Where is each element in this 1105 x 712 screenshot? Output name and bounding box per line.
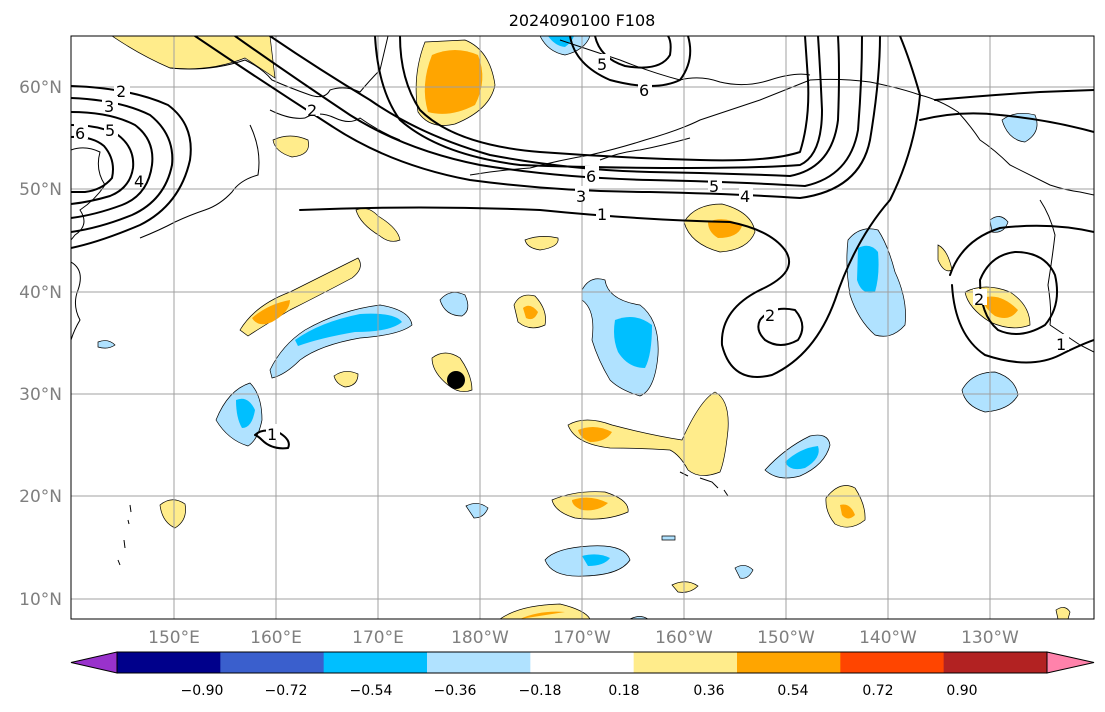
storm-marker-icon [447,371,465,389]
colorbar-tick-label: 0.36 [693,683,724,699]
colorbar-extend-high [1046,651,1095,674]
contour-label: 3 [104,97,114,116]
contour-label: 6 [639,81,649,100]
colorbar-tick-label: 0.54 [777,683,808,699]
contour-labels: 2 3 6 5 4 6 5 6 3 5 4 1 2 2 [74,54,1069,444]
lat-tick-label: 30°N [19,385,62,405]
contour-label: 4 [740,187,750,206]
lon-tick-label: 150°E [148,628,200,648]
colorbar-tick-label: −0.72 [265,683,308,699]
figure-title: 2024090100 F108 [509,11,656,30]
lon-tick-label: 130°W [961,628,1019,648]
colorbar-extend-low [70,651,118,674]
lon-tick-label: 140°W [859,628,917,648]
lon-tick-label: 160°W [655,628,713,648]
lon-tick-label: 180°W [451,628,509,648]
map-area: 2 3 6 5 4 6 5 6 3 5 4 1 2 2 [71,36,1094,619]
contour-label: 3 [576,187,586,206]
contour-label: 1 [1056,335,1066,354]
contour-label: 4 [134,172,144,191]
contour-label: 2 [116,82,126,101]
longitude-labels: 150°E 160°E 170°E 180°W 170°W 160°W 150°… [148,628,1019,648]
colorbar-tick-label: 0.72 [862,683,893,699]
colorbar-segment [530,652,635,673]
colorbar-tick-label: −0.90 [181,683,224,699]
colorbar-tick-label: 0.18 [608,683,639,699]
colorbar-frame [116,651,1048,674]
colorbar-segment [323,652,428,673]
colorbar: −0.90 −0.72 −0.54 −0.36 −0.18 0.18 0.36 … [70,651,1095,699]
map-frame [70,35,1095,620]
contour-label: 5 [709,177,719,196]
colorbar-tick-labels: −0.90 −0.72 −0.54 −0.36 −0.18 0.18 0.36 … [181,683,978,699]
contour-label: 5 [105,121,115,140]
contour-label: 2 [307,101,317,120]
lat-tick-label: 20°N [19,487,62,507]
contour-label: 2 [765,306,775,325]
colorbar-segment [840,652,945,673]
contour-label: 1 [597,205,607,224]
colorbar-tick-label: −0.54 [350,683,393,699]
lon-tick-label: 150°W [757,628,815,648]
lon-tick-label: 170°E [352,628,404,648]
colorbar-tick-label: 0.90 [946,683,977,699]
lon-tick-label: 170°W [553,628,611,648]
contour-label: 1 [267,425,277,444]
anomaly-shading [97,36,1071,619]
colorbar-segment [633,652,738,673]
colorbar-segment [427,652,531,673]
lat-tick-label: 40°N [19,283,62,303]
lat-tick-label: 10°N [19,590,62,610]
contour-label: 5 [597,55,607,74]
lon-tick-label: 160°E [250,628,302,648]
colorbar-segment [943,652,1048,673]
colorbar-segment [737,652,841,673]
colorbar-segment [220,652,325,673]
contour-label: 6 [586,167,596,186]
lat-tick-label: 60°N [19,78,62,98]
contour-label: 6 [75,124,85,143]
latitude-labels: 60°N 50°N 40°N 30°N 20°N 10°N [19,78,62,610]
colorbar-tick-label: −0.36 [434,683,477,699]
colorbar-tick-label: −0.18 [519,683,562,699]
colorbar-segment [117,652,221,673]
lat-tick-label: 50°N [19,180,62,200]
contour-label: 2 [974,290,984,309]
